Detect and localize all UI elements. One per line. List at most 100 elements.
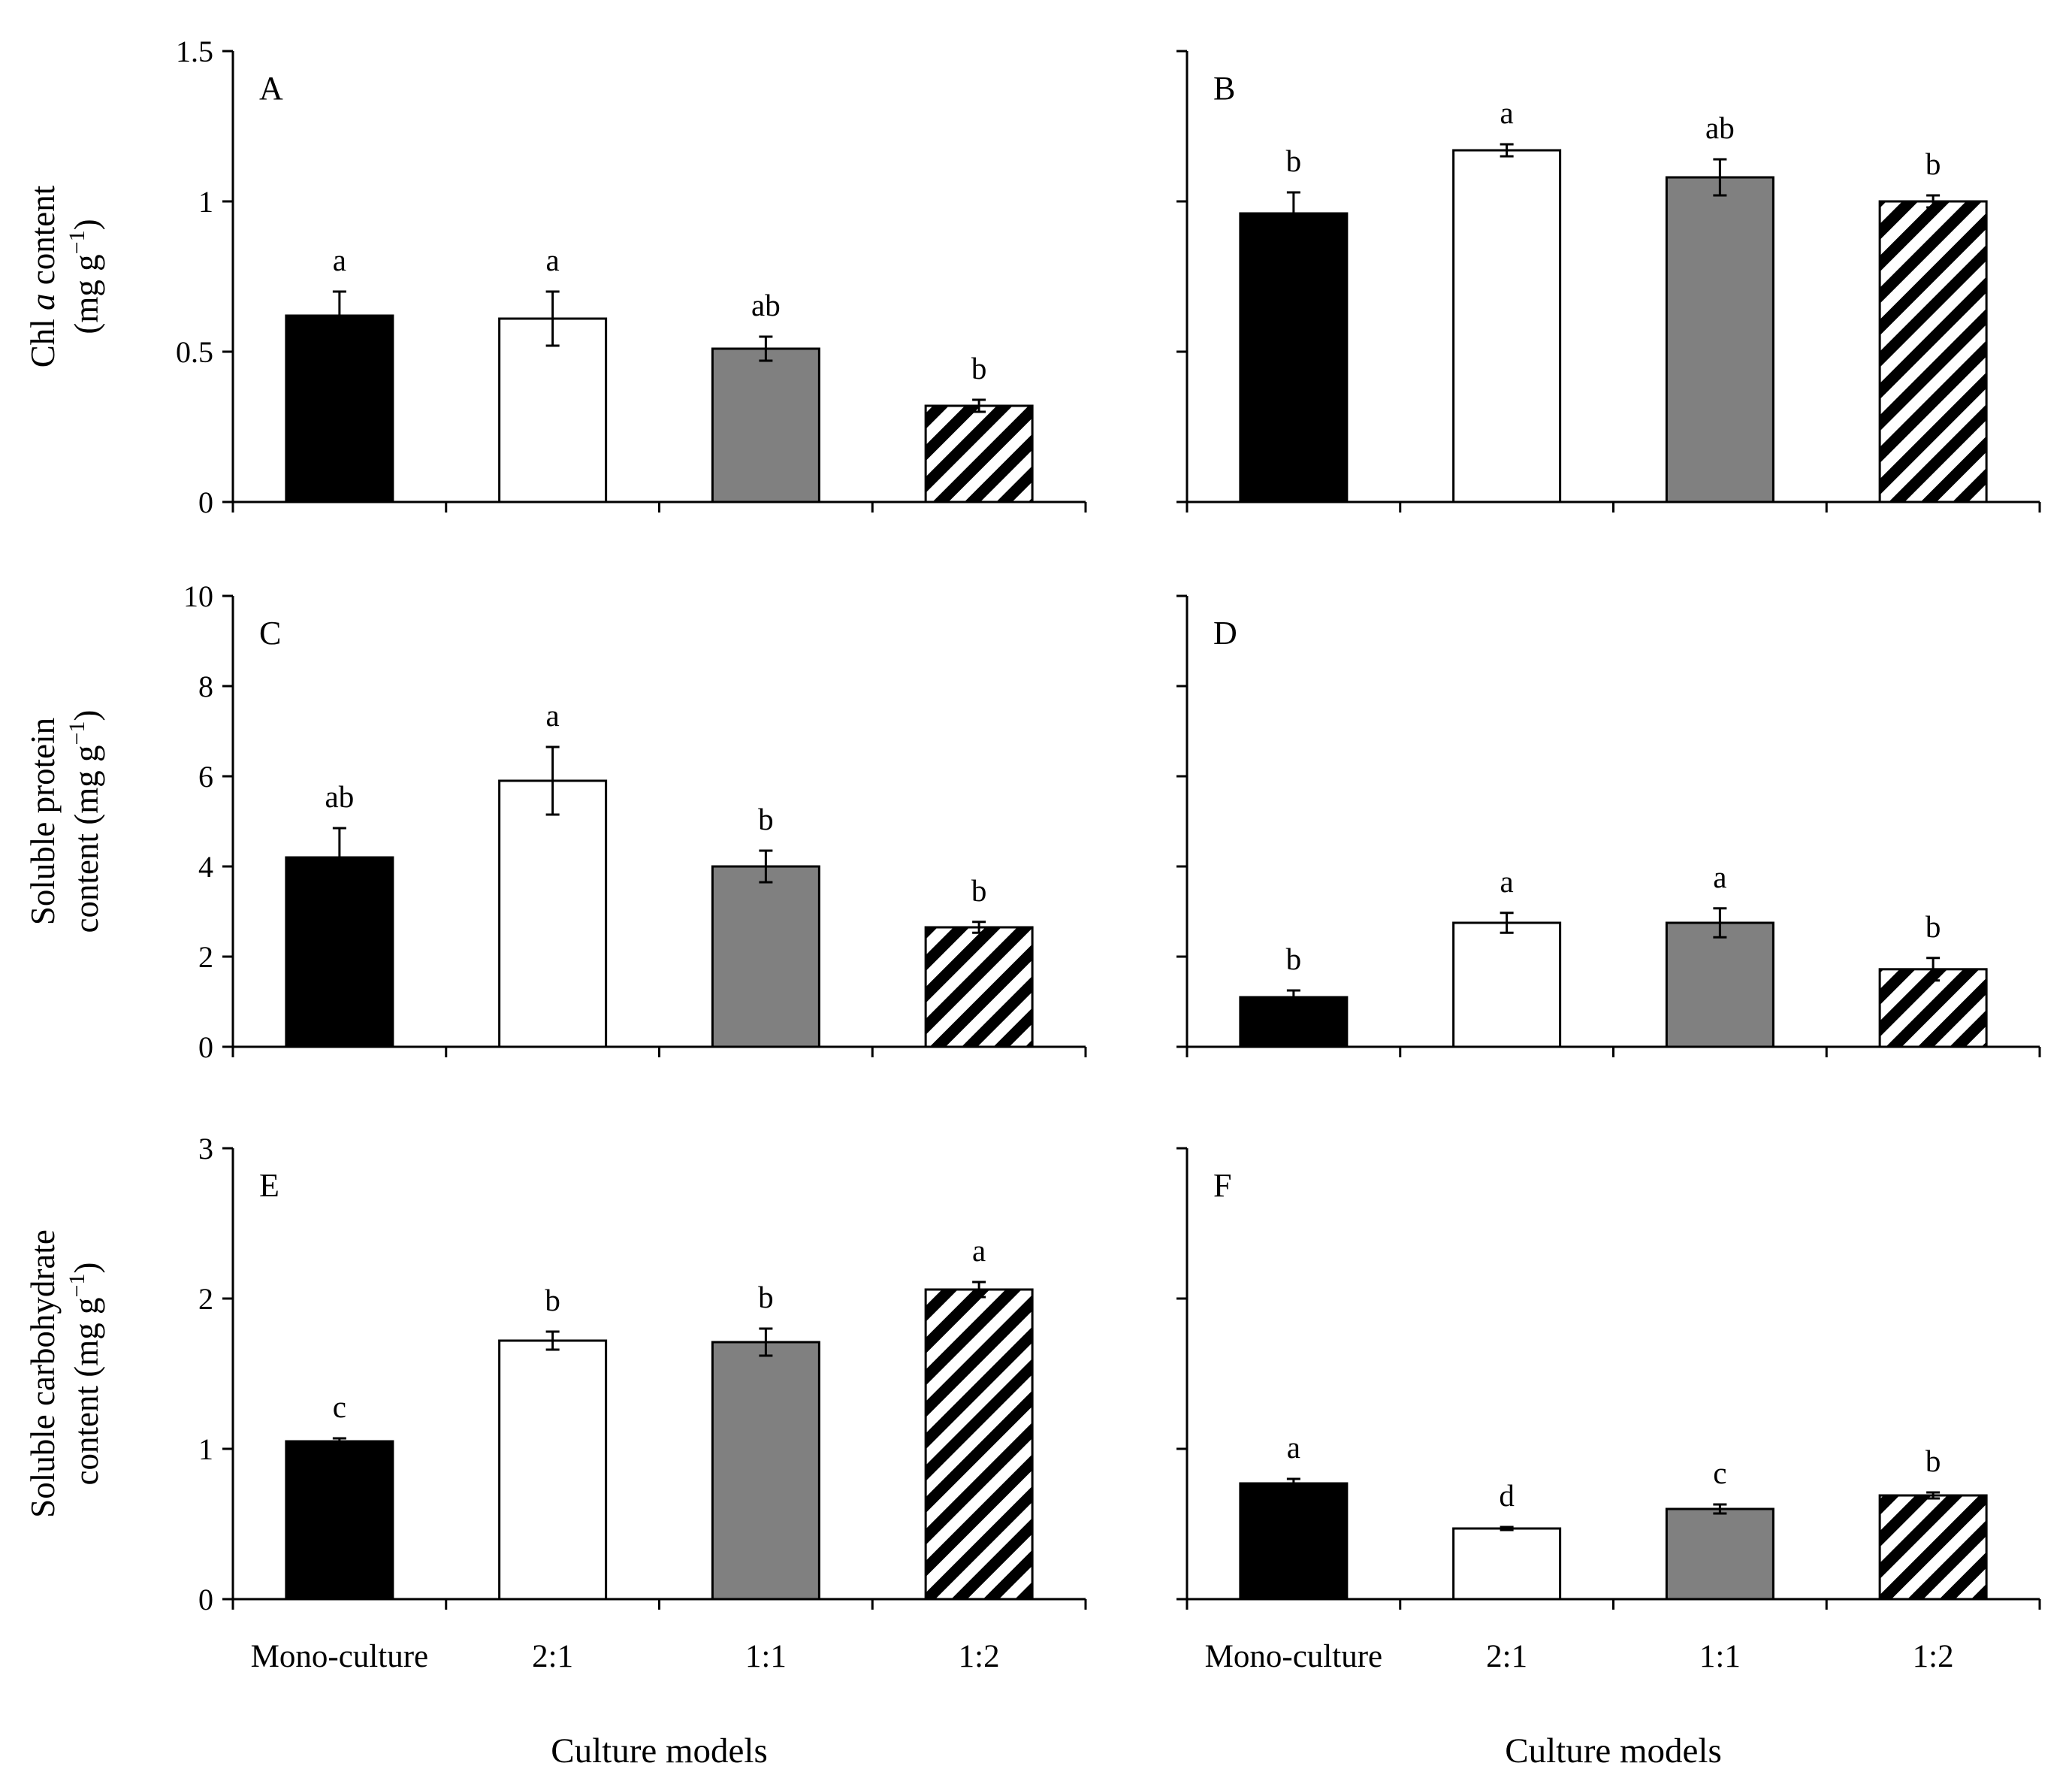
panel-letter-b: B [1213,70,1235,107]
significance-label-d-2: a [1500,864,1514,899]
error-bar-a-4 [972,398,986,413]
error-bar-f-2 [1500,1525,1514,1532]
category-label: 1:1 [1699,1639,1741,1674]
y-axis-title-1: Chl a content(mg g−1) [24,185,105,367]
panel-b: b a ab b B [1176,50,2041,513]
error-bar-f-3 [1713,1503,1727,1515]
bar-f-4 [1878,1494,1988,1601]
bar-d-1 [1239,996,1349,1048]
error-bar-d-2 [1500,912,1514,934]
error-bar-a-2 [545,290,560,347]
significance-label-a-2: a [546,243,560,277]
y-tick-label: 10 [183,579,213,613]
bar-e-3 [711,1341,820,1601]
y-axis-title-line2: content (mg g−1) [65,710,105,933]
category-label: 1:2 [959,1639,1000,1674]
error-bar-c-2 [545,745,560,816]
error-bar-e-4 [972,1281,986,1299]
panel-letter-a: A [259,70,283,107]
y-axis-title-line2: (mg g−1) [65,219,105,334]
y-tick-label: 0 [198,1583,213,1616]
y-tick-label: 3 [198,1132,213,1166]
y-tick-label: 2 [198,1282,213,1316]
error-bar-d-3 [1713,907,1727,939]
bar-c-4 [924,926,1034,1048]
bar-e-2 [498,1339,608,1601]
error-bar-f-1 [1286,1477,1300,1489]
bar-d-2 [1452,921,1562,1048]
bar-a-4 [924,404,1034,503]
significance-label-c-2: a [546,698,560,733]
bar-b-4 [1878,200,1988,503]
significance-label-e-1: c [333,1389,346,1424]
significance-label-f-1: a [1287,1430,1300,1465]
y-axis-title-line1: Soluble carbohydrate [24,1229,62,1518]
y-axis-title-line1: Soluble protein [24,718,62,925]
error-bar-e-1 [332,1437,346,1446]
significance-label-b-4: b [1926,147,1941,181]
y-axis-title-line1: Chl a content [24,185,62,367]
x-axis-title: Culture models [1505,1731,1722,1770]
significance-label-e-3: b [758,1280,774,1314]
panel-letter-c: C [259,615,281,652]
bar-e-1 [285,1440,394,1601]
error-bar-b-3 [1713,158,1727,197]
x-axis-labels: Culture models Culture models [551,1731,1722,1770]
category-label: Mono-culture [251,1639,428,1674]
y-tick-label: 2 [198,940,213,974]
y-tick-label: 1.5 [176,35,213,68]
panel-a: a a ab b 0 0.5 1 1.5 A [176,35,1087,519]
panel-e: c b b a 0 1 2 3 E Mono-culture 2:1 1:1 1:2 [198,1132,1087,1674]
panel-f: a d c b F Mono-culture 2:1 1:1 1:2 [1176,1147,2041,1674]
bar-e-4 [924,1288,1034,1601]
y-axis-title-3: Soluble carbohydrate content (mg g−1) [24,1229,105,1518]
significance-label-d-4: b [1926,909,1941,944]
significance-label-b-2: a [1500,95,1514,130]
y-axis-title-2: Soluble protein content (mg g−1) [24,710,105,933]
significance-label-b-1: b [1286,144,1302,178]
bar-a-1 [285,314,394,503]
y-tick-label: 0 [198,1030,213,1064]
error-bar-d-4 [1926,957,1941,982]
bar-c-1 [285,856,394,1048]
category-label: 1:1 [745,1639,787,1674]
significance-label-a-3: ab [751,288,781,322]
category-label: 2:1 [532,1639,573,1674]
error-bar-f-4 [1926,1491,1941,1500]
error-bar-d-1 [1286,989,1300,1005]
panel-letter-d: D [1213,615,1237,652]
y-tick-label: 6 [198,760,213,794]
error-bar-b-4 [1926,194,1941,209]
y-tick-label: 1 [198,185,213,219]
category-label: 2:1 [1486,1639,1527,1674]
panel-letter-f: F [1213,1167,1231,1204]
bar-b-2 [1452,149,1562,503]
significance-label-f-2: d [1499,1478,1515,1513]
significance-label-e-2: b [545,1283,560,1317]
bar-c-2 [498,779,608,1048]
error-bar-b-2 [1500,143,1514,158]
error-bar-b-1 [1286,191,1300,236]
significance-label-f-4: b [1926,1444,1941,1478]
significance-label-c-4: b [971,873,987,908]
bar-a-3 [711,347,820,503]
bar-b-1 [1239,212,1349,503]
error-bar-e-3 [759,1327,773,1357]
significance-label-d-3: a [1713,860,1726,894]
category-label: 1:2 [1913,1639,1954,1674]
bar-c-3 [711,865,820,1048]
category-label: Mono-culture [1205,1639,1382,1674]
bar-f-2 [1452,1527,1562,1601]
bar-a-2 [498,317,608,503]
error-bar-c-3 [759,849,773,884]
y-tick-label: 0 [198,485,213,519]
significance-label-f-3: c [1713,1456,1726,1490]
bar-d-4 [1878,968,1988,1048]
significance-label-d-1: b [1286,942,1302,976]
significance-label-a-4: b [971,351,987,386]
error-bar-c-1 [332,827,346,888]
bar-f-1 [1239,1482,1349,1601]
bar-b-3 [1665,176,1774,503]
